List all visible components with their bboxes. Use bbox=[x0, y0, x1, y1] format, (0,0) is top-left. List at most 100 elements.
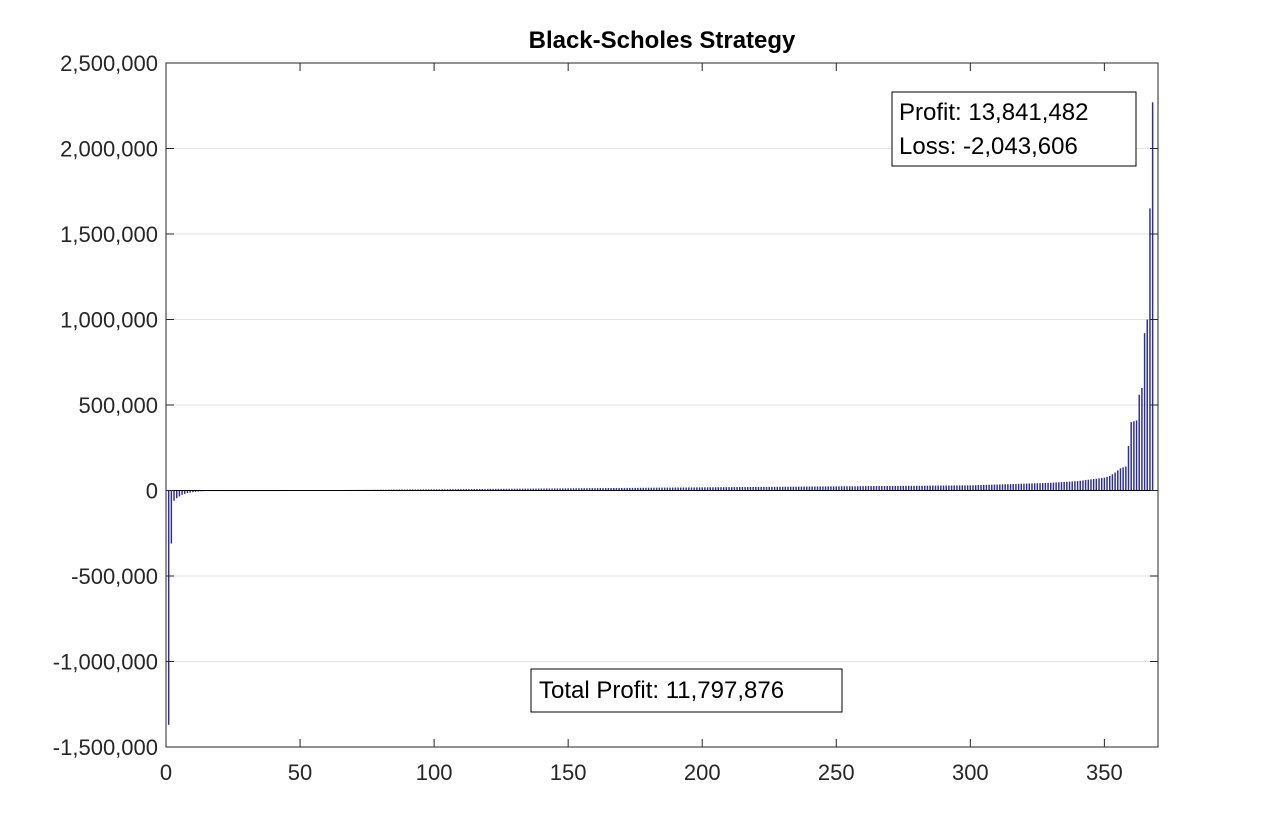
bar bbox=[175, 490, 178, 499]
bar bbox=[1007, 484, 1009, 491]
bar bbox=[1141, 387, 1143, 491]
x-tick-label: 300 bbox=[952, 760, 989, 785]
bar bbox=[655, 487, 658, 491]
bar bbox=[846, 486, 848, 491]
bar bbox=[1082, 480, 1084, 491]
bar bbox=[688, 487, 690, 491]
bar bbox=[1004, 484, 1006, 491]
y-tick-label: 1,500,000 bbox=[60, 222, 158, 247]
bar bbox=[1023, 483, 1025, 491]
bar bbox=[540, 488, 543, 491]
bar bbox=[454, 489, 457, 491]
bar bbox=[1076, 481, 1079, 491]
bar bbox=[878, 486, 880, 491]
bar bbox=[704, 487, 706, 491]
bar bbox=[824, 486, 827, 491]
bar bbox=[508, 488, 510, 491]
bar bbox=[991, 484, 993, 491]
bar bbox=[1031, 483, 1033, 491]
bar bbox=[763, 486, 765, 491]
bar bbox=[883, 486, 886, 491]
bar bbox=[822, 486, 824, 491]
bar bbox=[905, 485, 907, 491]
bar bbox=[910, 485, 913, 491]
bar bbox=[1149, 208, 1151, 491]
bar bbox=[444, 489, 446, 491]
bar bbox=[462, 489, 465, 491]
bar bbox=[1015, 483, 1017, 491]
bar bbox=[511, 488, 513, 491]
bar bbox=[489, 488, 492, 491]
bar bbox=[1090, 479, 1092, 491]
bar bbox=[730, 487, 733, 491]
bar bbox=[685, 487, 687, 491]
y-tick-label: -1,000,000 bbox=[53, 650, 158, 675]
bar bbox=[486, 488, 489, 491]
bar bbox=[1109, 475, 1111, 491]
bar bbox=[859, 486, 862, 491]
bar bbox=[527, 488, 529, 491]
bar bbox=[449, 489, 451, 491]
bar bbox=[677, 487, 679, 491]
bar bbox=[194, 490, 197, 492]
bar bbox=[524, 488, 527, 491]
bar bbox=[701, 487, 703, 491]
x-tick-label: 250 bbox=[818, 760, 855, 785]
bar bbox=[559, 488, 561, 491]
bar bbox=[980, 485, 982, 491]
bar bbox=[422, 489, 425, 491]
bar bbox=[492, 488, 494, 491]
bar bbox=[1130, 422, 1132, 491]
bar bbox=[430, 489, 433, 491]
bar bbox=[714, 487, 717, 491]
bar bbox=[666, 487, 669, 491]
bar bbox=[680, 487, 682, 491]
bars bbox=[167, 102, 1154, 725]
bar bbox=[966, 485, 969, 491]
bar bbox=[572, 488, 575, 491]
bar bbox=[693, 487, 695, 491]
bar bbox=[765, 486, 768, 491]
bar bbox=[897, 485, 899, 491]
bar bbox=[747, 487, 749, 491]
bar bbox=[1050, 482, 1052, 491]
bar bbox=[1119, 468, 1122, 491]
x-axis-ticks: 0 50 100 150 200 250 300 350 bbox=[160, 63, 1123, 785]
bar bbox=[784, 486, 787, 491]
y-tick-label: 2,500,000 bbox=[60, 51, 158, 76]
bar bbox=[816, 486, 819, 491]
bar bbox=[934, 485, 937, 491]
bar bbox=[913, 485, 915, 491]
bar bbox=[588, 488, 591, 491]
bar bbox=[613, 488, 615, 491]
bar bbox=[653, 487, 655, 491]
bar bbox=[500, 488, 502, 491]
bar bbox=[441, 489, 443, 491]
bar bbox=[956, 485, 958, 491]
bar bbox=[808, 486, 811, 491]
bar bbox=[840, 486, 843, 491]
bar bbox=[411, 489, 414, 491]
bar bbox=[484, 488, 486, 491]
bar bbox=[460, 489, 462, 491]
bar bbox=[974, 485, 977, 491]
bar bbox=[985, 484, 988, 491]
bar bbox=[639, 487, 642, 491]
bar bbox=[958, 485, 961, 491]
bar bbox=[907, 485, 910, 491]
bar bbox=[945, 485, 947, 491]
bar bbox=[521, 488, 524, 491]
y-tick-label: 500,000 bbox=[78, 393, 158, 418]
bar bbox=[618, 487, 620, 491]
bar bbox=[642, 487, 644, 491]
bar bbox=[599, 488, 602, 491]
bar bbox=[473, 489, 476, 491]
bar bbox=[867, 486, 870, 491]
bar bbox=[870, 486, 872, 491]
bar bbox=[982, 484, 985, 491]
bar bbox=[497, 488, 500, 491]
bar bbox=[173, 490, 175, 501]
bar bbox=[741, 487, 744, 491]
bar bbox=[436, 489, 438, 491]
x-tick-label: 200 bbox=[684, 760, 721, 785]
